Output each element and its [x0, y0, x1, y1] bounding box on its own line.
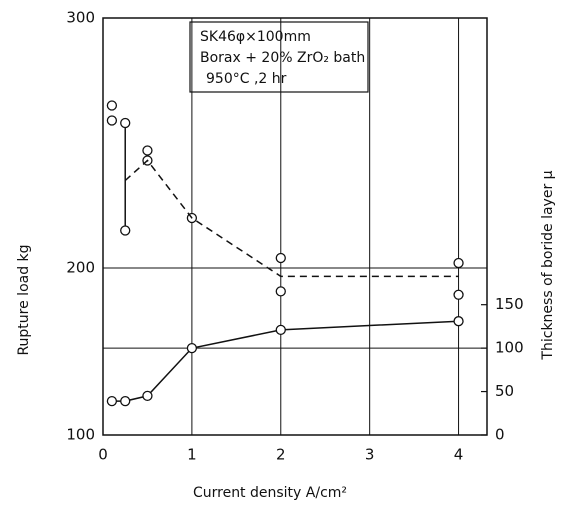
data-point — [453, 316, 464, 327]
y2-tick-label: 50 — [495, 382, 514, 400]
data-point — [106, 100, 118, 111]
plot-frame — [102, 17, 488, 436]
data-point — [275, 252, 286, 264]
data-point — [142, 390, 153, 402]
data-point — [106, 115, 118, 126]
x-tick-label: 1 — [187, 446, 197, 464]
x-tick-label: 4 — [454, 446, 464, 464]
data-point — [275, 286, 286, 297]
annotation-box — [189, 21, 369, 93]
x-axis-label: Current density A/cm² — [193, 485, 347, 501]
y-tick-label: 200 — [66, 259, 95, 277]
x-tick-label: 0 — [98, 446, 108, 464]
data-point — [453, 289, 464, 300]
annotation: Borax + 20% ZrO₂ bath — [200, 50, 365, 66]
data-point — [120, 225, 131, 236]
data-line — [111, 320, 459, 402]
y-tick-label: 100 — [66, 426, 95, 444]
y2-tick-label: 150 — [495, 295, 524, 313]
y-tick-label: 300 — [66, 9, 95, 27]
data-point — [142, 145, 153, 156]
data-line — [124, 159, 459, 278]
data-point — [106, 395, 118, 407]
y2-tick-label: 100 — [495, 339, 524, 357]
y2-tick-label: 0 — [495, 426, 505, 444]
data-point — [275, 324, 286, 336]
data-point — [120, 117, 131, 129]
x-tick-label: 2 — [276, 446, 286, 464]
x-tick-label: 3 — [365, 446, 375, 464]
annotation: 950°C ,2 hr — [206, 71, 287, 87]
data-point — [120, 395, 131, 407]
annotation: SK46φ×100mm — [200, 29, 311, 45]
data-point — [453, 257, 464, 269]
data-point — [186, 342, 198, 354]
y2-axis-label: Thickness of boride layer μ — [540, 170, 556, 360]
y-axis-label: Rupture load kg — [16, 244, 32, 355]
